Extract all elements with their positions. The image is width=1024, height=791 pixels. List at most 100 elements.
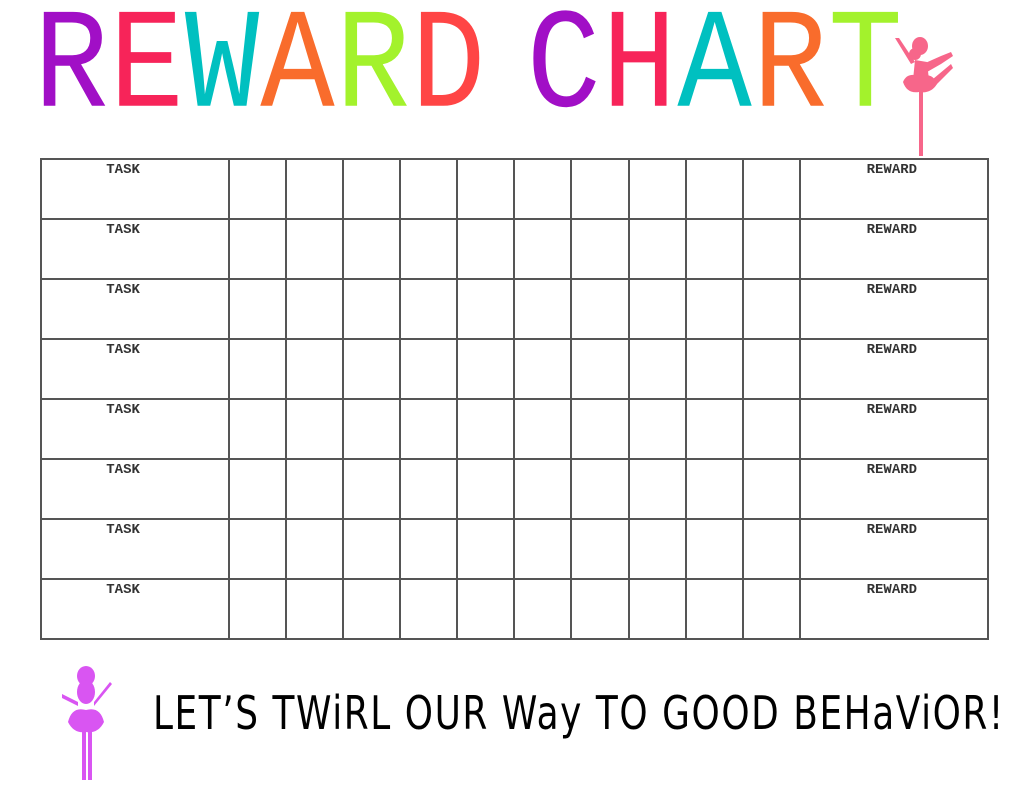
check-box-cell[interactable]: [684, 398, 744, 460]
task-cell[interactable]: TASK: [39, 578, 231, 640]
check-box-cell[interactable]: [570, 158, 630, 220]
check-box-cell[interactable]: [513, 518, 573, 580]
check-box-cell[interactable]: [456, 218, 516, 280]
check-box-cell[interactable]: [684, 338, 744, 400]
check-box-cell[interactable]: [456, 518, 516, 580]
check-box-cell[interactable]: [285, 218, 345, 280]
check-box-cell[interactable]: [285, 458, 345, 520]
check-box-cell[interactable]: [285, 578, 345, 640]
check-box-cell[interactable]: [399, 398, 459, 460]
check-box-cell[interactable]: [627, 518, 687, 580]
check-box-cell[interactable]: [399, 218, 459, 280]
check-box-cell[interactable]: [228, 398, 288, 460]
check-box-cell[interactable]: [228, 458, 288, 520]
check-box-cell[interactable]: [627, 578, 687, 640]
check-box-cell[interactable]: [741, 158, 801, 220]
check-box-cell[interactable]: [513, 458, 573, 520]
check-box-cell[interactable]: [684, 578, 744, 640]
check-box-cell[interactable]: [228, 158, 288, 220]
check-box-cell[interactable]: [228, 578, 288, 640]
check-box-cell[interactable]: [456, 158, 516, 220]
task-cell[interactable]: TASK: [39, 218, 231, 280]
check-box-cell[interactable]: [513, 338, 573, 400]
check-box-cell[interactable]: [570, 458, 630, 520]
check-box-cell[interactable]: [285, 338, 345, 400]
task-cell[interactable]: TASK: [39, 398, 231, 460]
task-cell[interactable]: TASK: [39, 278, 231, 340]
check-box-cell[interactable]: [741, 218, 801, 280]
check-box-cell[interactable]: [342, 458, 402, 520]
reward-cell[interactable]: REWARD: [798, 398, 990, 460]
check-box-cell[interactable]: [456, 278, 516, 340]
check-box-cell[interactable]: [741, 578, 801, 640]
reward-cell[interactable]: REWARD: [798, 458, 990, 520]
check-box-cell[interactable]: [570, 278, 630, 340]
check-box-cell[interactable]: [741, 518, 801, 580]
check-box-cell[interactable]: [399, 278, 459, 340]
check-box-cell[interactable]: [342, 518, 402, 580]
check-box-cell[interactable]: [570, 218, 630, 280]
check-box-cell[interactable]: [513, 218, 573, 280]
check-box-cell[interactable]: [627, 218, 687, 280]
check-box-cell[interactable]: [513, 578, 573, 640]
check-box-cell[interactable]: [741, 338, 801, 400]
check-box-cell[interactable]: [399, 338, 459, 400]
check-box-cell[interactable]: [627, 158, 687, 220]
check-box-cell[interactable]: [456, 338, 516, 400]
check-box-cell[interactable]: [285, 278, 345, 340]
check-box-cell[interactable]: [570, 338, 630, 400]
table-row: TASK REWARD: [39, 518, 990, 580]
check-box-cell[interactable]: [456, 458, 516, 520]
check-box-cell[interactable]: [399, 578, 459, 640]
check-box-cell[interactable]: [570, 398, 630, 460]
reward-cell[interactable]: REWARD: [798, 338, 990, 400]
check-box-cell[interactable]: [399, 158, 459, 220]
task-cell[interactable]: TASK: [39, 158, 231, 220]
reward-cell[interactable]: REWARD: [798, 518, 990, 580]
check-box-cell[interactable]: [684, 458, 744, 520]
reward-cell[interactable]: REWARD: [798, 278, 990, 340]
check-box-cell[interactable]: [627, 398, 687, 460]
check-box-cell[interactable]: [228, 278, 288, 340]
check-box-cell[interactable]: [513, 398, 573, 460]
check-box-cell[interactable]: [570, 518, 630, 580]
task-cell[interactable]: TASK: [39, 458, 231, 520]
check-box-cell[interactable]: [627, 278, 687, 340]
check-box-cell[interactable]: [285, 158, 345, 220]
check-box-cell[interactable]: [741, 398, 801, 460]
check-box-cell[interactable]: [456, 398, 516, 460]
check-box-cell[interactable]: [627, 458, 687, 520]
check-box-cell[interactable]: [684, 278, 744, 340]
check-box-cell[interactable]: [228, 218, 288, 280]
check-box-cell[interactable]: [684, 218, 744, 280]
check-box-cell[interactable]: [399, 518, 459, 580]
task-label: TASK: [106, 162, 140, 178]
task-cell[interactable]: TASK: [39, 338, 231, 400]
check-box-cell[interactable]: [399, 458, 459, 520]
check-box-cell[interactable]: [741, 278, 801, 340]
check-box-cell[interactable]: [342, 218, 402, 280]
check-box-cell[interactable]: [342, 578, 402, 640]
check-box-cell[interactable]: [684, 158, 744, 220]
check-box-cell[interactable]: [684, 518, 744, 580]
check-box-cell[interactable]: [228, 338, 288, 400]
check-box-cell[interactable]: [627, 338, 687, 400]
check-box-cell[interactable]: [456, 578, 516, 640]
task-cell[interactable]: TASK: [39, 518, 231, 580]
check-box-cell[interactable]: [570, 578, 630, 640]
check-box-cell[interactable]: [342, 338, 402, 400]
check-box-cell[interactable]: [342, 398, 402, 460]
reward-cell[interactable]: REWARD: [798, 218, 990, 280]
check-box-cell[interactable]: [741, 458, 801, 520]
reward-cell[interactable]: REWARD: [798, 158, 990, 220]
check-box-cell[interactable]: [285, 518, 345, 580]
reward-label: REWARD: [866, 402, 918, 418]
check-box-cell[interactable]: [342, 158, 402, 220]
check-box-cell[interactable]: [513, 278, 573, 340]
task-label: TASK: [106, 222, 140, 238]
check-box-cell[interactable]: [228, 518, 288, 580]
check-box-cell[interactable]: [342, 278, 402, 340]
reward-cell[interactable]: REWARD: [798, 578, 990, 640]
check-box-cell[interactable]: [513, 158, 573, 220]
check-box-cell[interactable]: [285, 398, 345, 460]
